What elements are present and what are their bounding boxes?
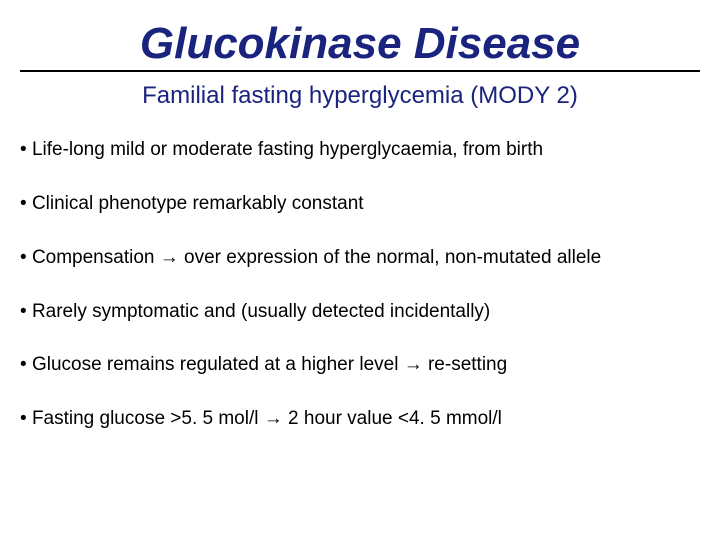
- bullet-item: Clinical phenotype remarkably constant: [20, 192, 700, 216]
- slide-subtitle: Familial fasting hyperglycemia (MODY 2): [20, 82, 700, 110]
- slide-title: Glucokinase Disease: [20, 20, 700, 68]
- bullet-list: Life-long mild or moderate fasting hyper…: [20, 138, 700, 431]
- slide: Glucokinase Disease Familial fasting hyp…: [0, 0, 720, 540]
- bullet-item: Rarely symptomatic and (usually detected…: [20, 300, 700, 324]
- bullet-item: Fasting glucose >5. 5 mol/l → 2 hour val…: [20, 407, 700, 431]
- bullet-item: Life-long mild or moderate fasting hyper…: [20, 138, 700, 162]
- bullet-item: Glucose remains regulated at a higher le…: [20, 353, 700, 377]
- bullet-item: Compensation → over expression of the no…: [20, 246, 700, 270]
- title-underline: [20, 70, 700, 72]
